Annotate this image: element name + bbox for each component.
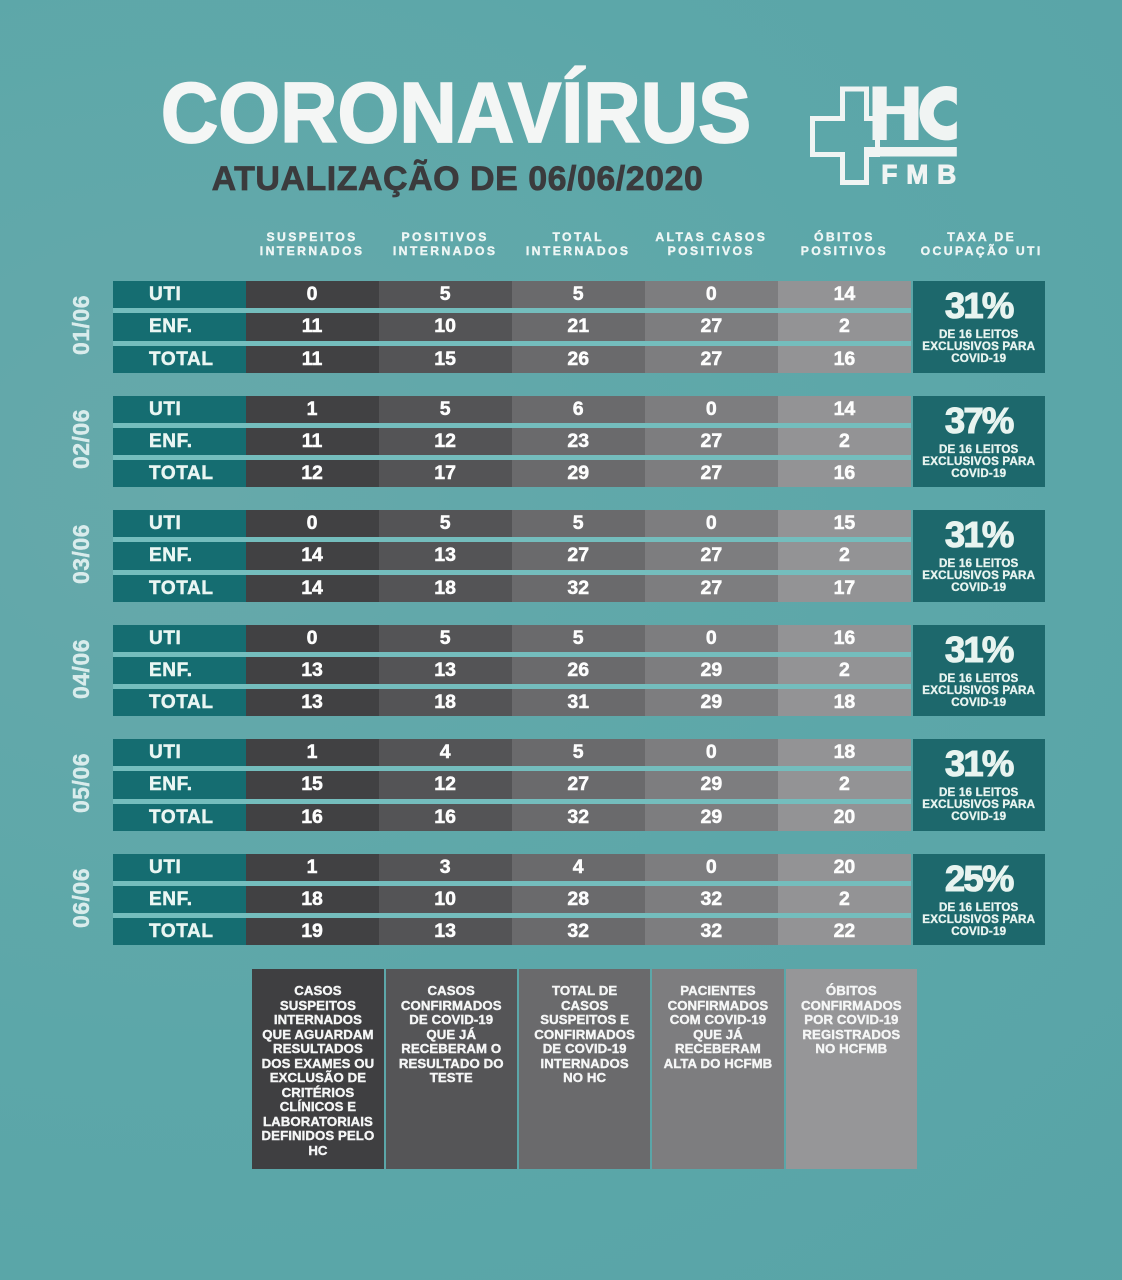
svg-text:FMB: FMB <box>881 160 956 190</box>
